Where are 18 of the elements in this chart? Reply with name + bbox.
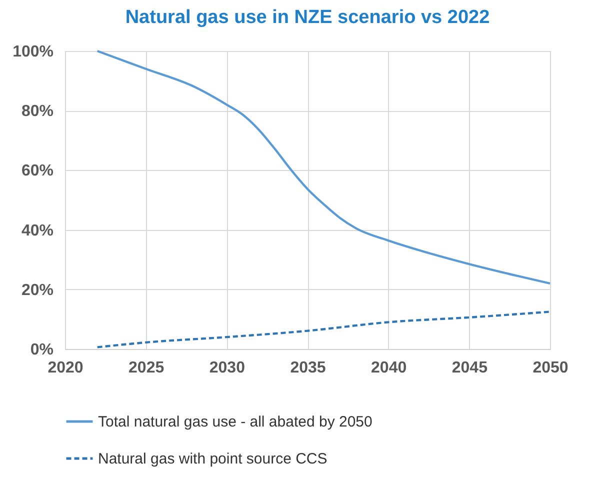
line-series <box>96 310 552 348</box>
y-tick-label: 40% <box>21 222 54 240</box>
x-tick-label: 2035 <box>290 360 326 376</box>
y-tick-label: 60% <box>21 162 54 180</box>
y-tick-label: 20% <box>21 282 54 299</box>
y-tick-label: 100% <box>12 44 54 60</box>
x-tick-label: 2040 <box>371 360 407 376</box>
x-tick-label: 2045 <box>452 360 488 376</box>
y-tick-label: 0% <box>30 342 54 358</box>
legend-label: Total natural gas use - all abated by 2050 <box>98 414 372 430</box>
chart-title: Natural gas use in NZE scenario vs 2022 <box>125 7 490 28</box>
line-series <box>96 50 552 285</box>
y-tick-label: 80% <box>21 103 54 120</box>
x-tick-label: 2050 <box>532 360 568 376</box>
x-tick-label: 2025 <box>128 360 164 376</box>
legend-label: Natural gas with point source CCS <box>98 450 328 468</box>
x-tick-label: 2030 <box>209 360 246 376</box>
x-tick-label: 2020 <box>48 360 84 376</box>
